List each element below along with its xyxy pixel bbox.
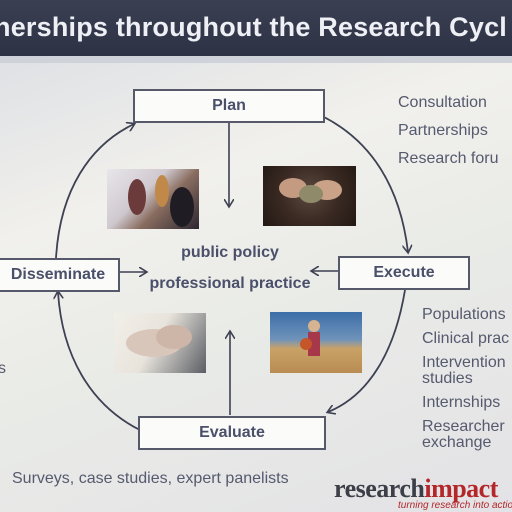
photo-hands-cup [263, 166, 356, 226]
slide-title: nerships throughout the Research Cycl [0, 12, 507, 42]
evaluate-methods-note: Surveys, case studies, expert panelists [12, 470, 289, 487]
execute-activity: Researcher exchange [422, 418, 505, 451]
execute-activity: Internships [422, 394, 501, 411]
plan-activities-list: Consultation Partnerships Research foru [398, 93, 499, 177]
photo-dancers [107, 169, 199, 229]
stage-evaluate: Evaluate [138, 416, 326, 450]
research-impact-logo: researchimpact [334, 474, 498, 504]
center-label-public-policy: public policy [181, 244, 279, 261]
plan-activity: Research foru [398, 150, 499, 167]
arrow-evaluate-to-disseminate [58, 292, 141, 431]
logo-tagline: turning research into actio [398, 500, 512, 511]
stage-execute: Execute [338, 256, 470, 290]
title-bar: nerships throughout the Research Cycl [0, 0, 512, 56]
stage-disseminate: Disseminate [0, 258, 120, 292]
photo-clasped-hands [114, 313, 206, 373]
execute-activity: Populations [422, 306, 506, 323]
stage-plan-label: Plan [212, 97, 246, 114]
stage-plan: Plan [133, 89, 325, 123]
arrow-disseminate-to-plan [55, 124, 134, 259]
cut-off-text: s [0, 360, 6, 377]
arrow-execute-to-evaluate [328, 289, 406, 412]
arrow-plan-to-execute [321, 115, 408, 252]
center-label-professional-practice: professional practice [149, 275, 311, 292]
stage-evaluate-label: Evaluate [199, 424, 265, 441]
plan-activity: Consultation [398, 94, 487, 111]
plan-activity: Partnerships [398, 122, 488, 139]
stage-execute-label: Execute [373, 264, 435, 281]
stage-disseminate-label: Disseminate [10, 266, 106, 283]
execute-activity: Intervention studies [422, 354, 506, 387]
logo-main: research [334, 474, 425, 503]
execute-activity: Clinical prac [422, 330, 510, 347]
logo-accent: impact [424, 474, 498, 503]
execute-activities-list: Populations Clinical prac Intervention s… [422, 307, 512, 459]
photo-child-ball [270, 312, 362, 373]
title-divider [0, 56, 512, 63]
